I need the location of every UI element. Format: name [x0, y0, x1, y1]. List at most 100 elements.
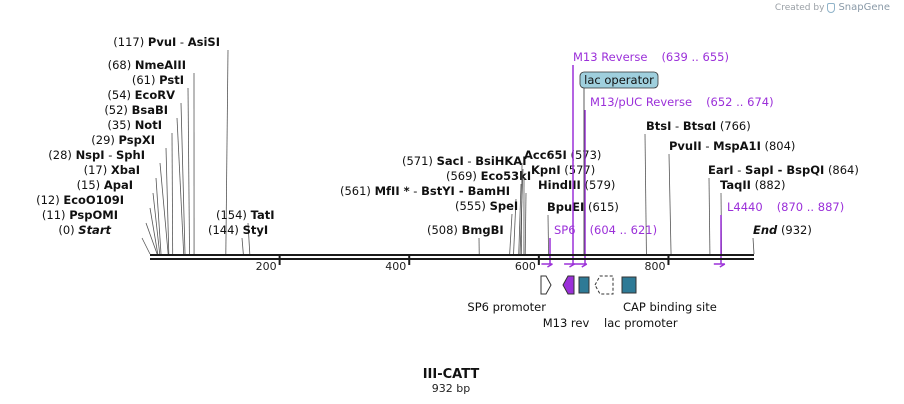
restriction-site-saci[interactable]: (571) SacI - BsiHKAI — [402, 154, 526, 255]
feature-sp6-promoter[interactable]: SP6 promoter — [467, 275, 552, 314]
restriction-site-eco53ki[interactable]: (569) Eco53kI — [446, 169, 531, 255]
site-label[interactable]: BpuEI (615) — [547, 200, 619, 214]
site-label[interactable]: (11) PspOMI — [42, 208, 118, 222]
restriction-site-end[interactable]: End (932) — [752, 223, 812, 255]
site-leader-line — [518, 183, 522, 255]
site-position: (17) — [84, 163, 108, 177]
site-label[interactable]: (15) ApaI — [77, 178, 133, 192]
restriction-site-xbai[interactable]: (17) XbaI — [84, 163, 162, 255]
primer-range: (604 .. 621) — [590, 223, 658, 237]
site-enzyme-name: BmgBI — [462, 223, 504, 237]
primer-l4440[interactable]: L4440 (870 .. 887) — [713, 200, 844, 268]
feature-cap-binding-site[interactable]: CAP binding site — [621, 276, 717, 314]
restriction-site-pspomi[interactable]: (11) PspOMI — [42, 208, 158, 255]
restriction-site-btsi[interactable]: BtsI - BtsαI (766) — [644, 119, 751, 255]
site-leader-line — [241, 237, 244, 255]
site-label[interactable]: Acc65I (573) — [524, 148, 601, 162]
site-position: (882) — [755, 178, 786, 192]
restriction-site-pspxi[interactable]: (29) PspXI — [91, 133, 170, 255]
site-label[interactable]: (52) BsaBI — [104, 103, 168, 117]
watermark-prefix: Created by — [774, 2, 825, 13]
restriction-site-nspi[interactable]: (28) NspI - SphI — [48, 148, 169, 255]
primer-m13-puc-reverse[interactable]: M13/pUC Reverse (652 .. 674) — [572, 95, 774, 268]
restriction-site-eari[interactable]: EarI - SapI - BspQI (864) — [708, 163, 859, 255]
site-label[interactable]: TaqII (882) — [720, 178, 786, 192]
restriction-site-kpni[interactable]: KpnI (577) — [523, 163, 595, 255]
restriction-site-hindiii[interactable]: HindIII (579) — [524, 178, 615, 255]
primer-m13-reverse[interactable]: M13 Reverse (639 .. 655) — [564, 50, 729, 268]
site-label[interactable]: End (932) — [753, 223, 812, 237]
site-enzyme-alt: AsiSI — [188, 35, 220, 49]
restriction-site-mfii[interactable]: (561) MfII * - BstYI - BamHI — [340, 184, 517, 255]
site-enzyme-alt: BsiHKAI — [475, 154, 526, 168]
primer-label[interactable]: M13 Reverse (639 .. 655) — [573, 50, 729, 64]
primer-label[interactable]: L4440 (870 .. 887) — [727, 200, 844, 214]
promoter-arrow-icon — [540, 275, 552, 295]
site-label[interactable]: (54) EcoRV — [107, 88, 175, 102]
site-label[interactable]: (28) NspI - SphI — [48, 148, 145, 162]
primer-bind-arrow-icon — [562, 275, 575, 295]
restriction-site-nmeaiii[interactable]: (68) NmeAIII — [108, 58, 195, 255]
restriction-site-tati[interactable]: (154) TatI — [216, 208, 275, 255]
site-label[interactable]: (555) SpeI — [455, 199, 518, 213]
restriction-site-acc65i[interactable]: Acc65I (573) — [520, 148, 601, 255]
restriction-site-ecorv[interactable]: (54) EcoRV — [107, 88, 186, 255]
primer-label[interactable]: M13/pUC Reverse (652 .. 674) — [590, 95, 774, 109]
site-enzyme-name: PspXI — [119, 133, 155, 147]
site-label[interactable]: KpnI (577) — [531, 163, 595, 177]
site-leader-line — [176, 117, 185, 255]
restriction-site-bpuei[interactable]: BpuEI (615) — [547, 200, 619, 255]
restriction-site-apai[interactable]: (15) ApaI — [77, 178, 161, 255]
watermark: Created by SnapGene — [775, 2, 890, 13]
site-label[interactable]: (61) PstI — [132, 73, 184, 87]
restriction-site-taqii[interactable]: TaqII (882) — [720, 178, 786, 255]
site-label[interactable]: BtsI - BtsαI (766) — [646, 119, 751, 133]
site-position: (577) — [564, 163, 595, 177]
site-label[interactable]: (571) SacI - BsiHKAI — [402, 154, 526, 168]
site-enzyme-name: KpnI — [531, 163, 561, 177]
site-label[interactable]: (17) XbaI — [84, 163, 140, 177]
site-label[interactable]: HindIII (579) — [538, 178, 615, 192]
site-label[interactable]: (561) MfII * - BstYI - BamHI — [340, 184, 510, 198]
feature-lac-promoter[interactable]: lac promoter — [594, 275, 678, 330]
restriction-site-psti[interactable]: (61) PstI — [132, 73, 190, 255]
site-label[interactable]: (508) BmgBI — [427, 223, 504, 237]
site-label[interactable]: PvuII - MspA1I (804) — [669, 139, 795, 153]
site-enzyme-name: PvuI — [148, 35, 176, 49]
site-label[interactable]: (154) TatI — [216, 208, 275, 222]
restriction-site-start[interactable]: (0) Start — [58, 223, 151, 255]
site-label[interactable]: (117) PvuI - AsiSI — [113, 35, 220, 49]
site-label[interactable]: (12) EcoO109I — [36, 193, 124, 207]
feature-label: M13 rev — [543, 316, 590, 330]
primer-range: (652 .. 674) — [706, 95, 774, 109]
site-label[interactable]: (68) NmeAIII — [108, 58, 186, 72]
primer-direction-tick — [547, 263, 553, 268]
site-position: (579) — [584, 178, 615, 192]
restriction-site-bmgbi[interactable]: (508) BmgBI — [427, 223, 504, 255]
feature-m13-rev[interactable]: M13 rev — [543, 275, 590, 330]
site-leader-line — [524, 192, 527, 255]
restriction-site-styi[interactable]: (144) StyI — [208, 223, 268, 255]
site-leader-line — [547, 214, 549, 255]
site-leader-line — [171, 132, 174, 255]
site-label[interactable]: (29) PspXI — [91, 133, 155, 147]
plasmid-name[interactable]: III-CATT — [423, 367, 480, 382]
site-label[interactable]: (569) Eco53kI — [446, 169, 531, 183]
site-position: (117) — [113, 35, 144, 49]
restriction-site-noti[interactable]: (35) NotI — [107, 118, 174, 255]
site-label[interactable]: EarI - SapI - BspQI (864) — [708, 163, 859, 177]
restriction-site-pvuii[interactable]: PvuII - MspA1I (804) — [668, 139, 795, 255]
site-position: (555) — [455, 199, 486, 213]
lac-operator-glyph — [578, 276, 590, 294]
restriction-site-spei[interactable]: (555) SpeI — [455, 199, 518, 255]
ruler-tick-label: 800 — [644, 260, 665, 273]
restriction-site-bsabi[interactable]: (52) BsaBI — [104, 103, 185, 255]
primer-label[interactable]: SP6 (604 .. 621) — [554, 223, 657, 237]
restriction-site-pvui[interactable]: (117) PvuI - AsiSI — [113, 35, 229, 255]
site-label[interactable]: (0) Start — [58, 223, 111, 237]
site-label[interactable]: (35) NotI — [107, 118, 162, 132]
feature-lac-operator[interactable]: lac operator — [579, 71, 659, 254]
restriction-site-ecoo109i[interactable]: (12) EcoO109I — [36, 193, 159, 255]
primer-sp6[interactable]: SP6 (604 .. 621) — [541, 223, 657, 268]
site-label[interactable]: (144) StyI — [208, 223, 268, 237]
